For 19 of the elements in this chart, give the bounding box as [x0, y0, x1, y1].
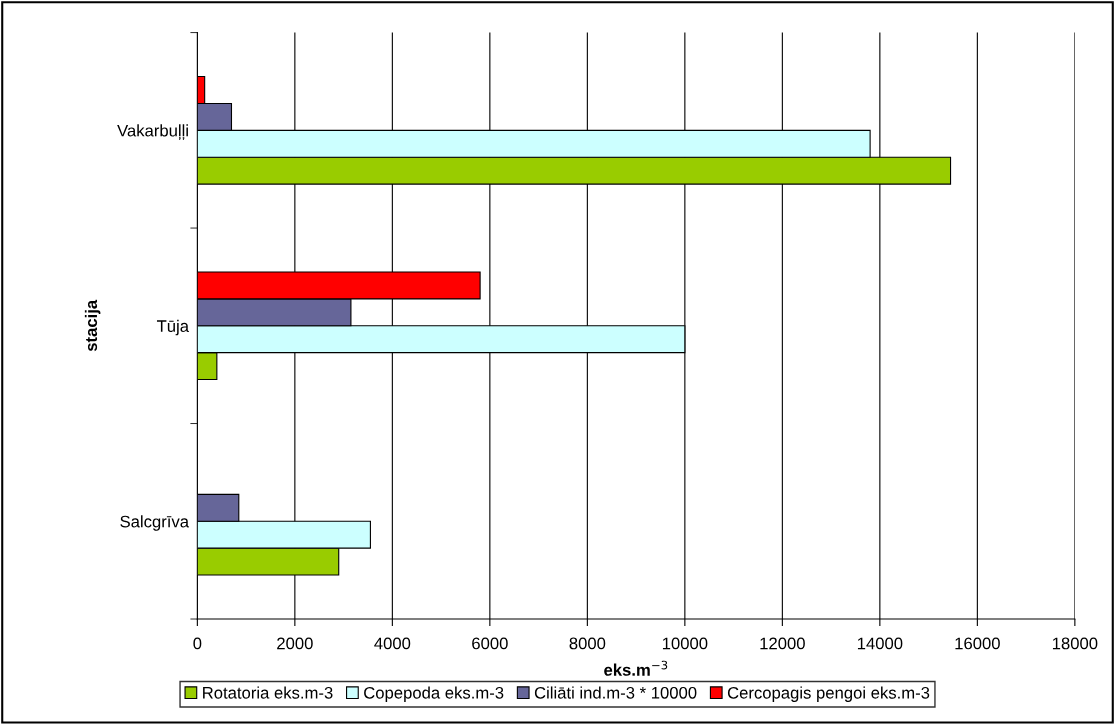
y-tick-label: Salcgrīva	[120, 515, 190, 531]
x-tick-label: 16000	[955, 637, 1000, 650]
x-tick-label: 10000	[662, 637, 708, 650]
x-tick-label: 14000	[857, 637, 903, 650]
legend-label: Ciliāti ind.m-3 * 10000	[534, 686, 697, 699]
x-tick-label: 4000	[374, 637, 411, 650]
x-tick-label: 8000	[569, 637, 606, 650]
x-tick-label: 2000	[277, 637, 313, 650]
legend-label: Rotatoria eks.m-3	[203, 686, 333, 699]
x-tick-label: 18000	[1052, 637, 1098, 650]
x-axis-title: eks.m$^{−3}$	[604, 660, 668, 676]
x-tick-label: 12000	[760, 637, 805, 650]
x-tick-label: 0	[193, 637, 202, 650]
x-tick-label: 6000	[472, 637, 508, 650]
y-tick-label: Tūja	[156, 319, 190, 336]
y-tick-label: Vakarbuļļi	[117, 124, 188, 140]
y-axis-title: stacija	[84, 299, 101, 352]
legend-label: Copepoda eks.m-3	[364, 686, 504, 702]
legend-label: Cercopagis pengoi eks.m-3	[727, 686, 930, 702]
